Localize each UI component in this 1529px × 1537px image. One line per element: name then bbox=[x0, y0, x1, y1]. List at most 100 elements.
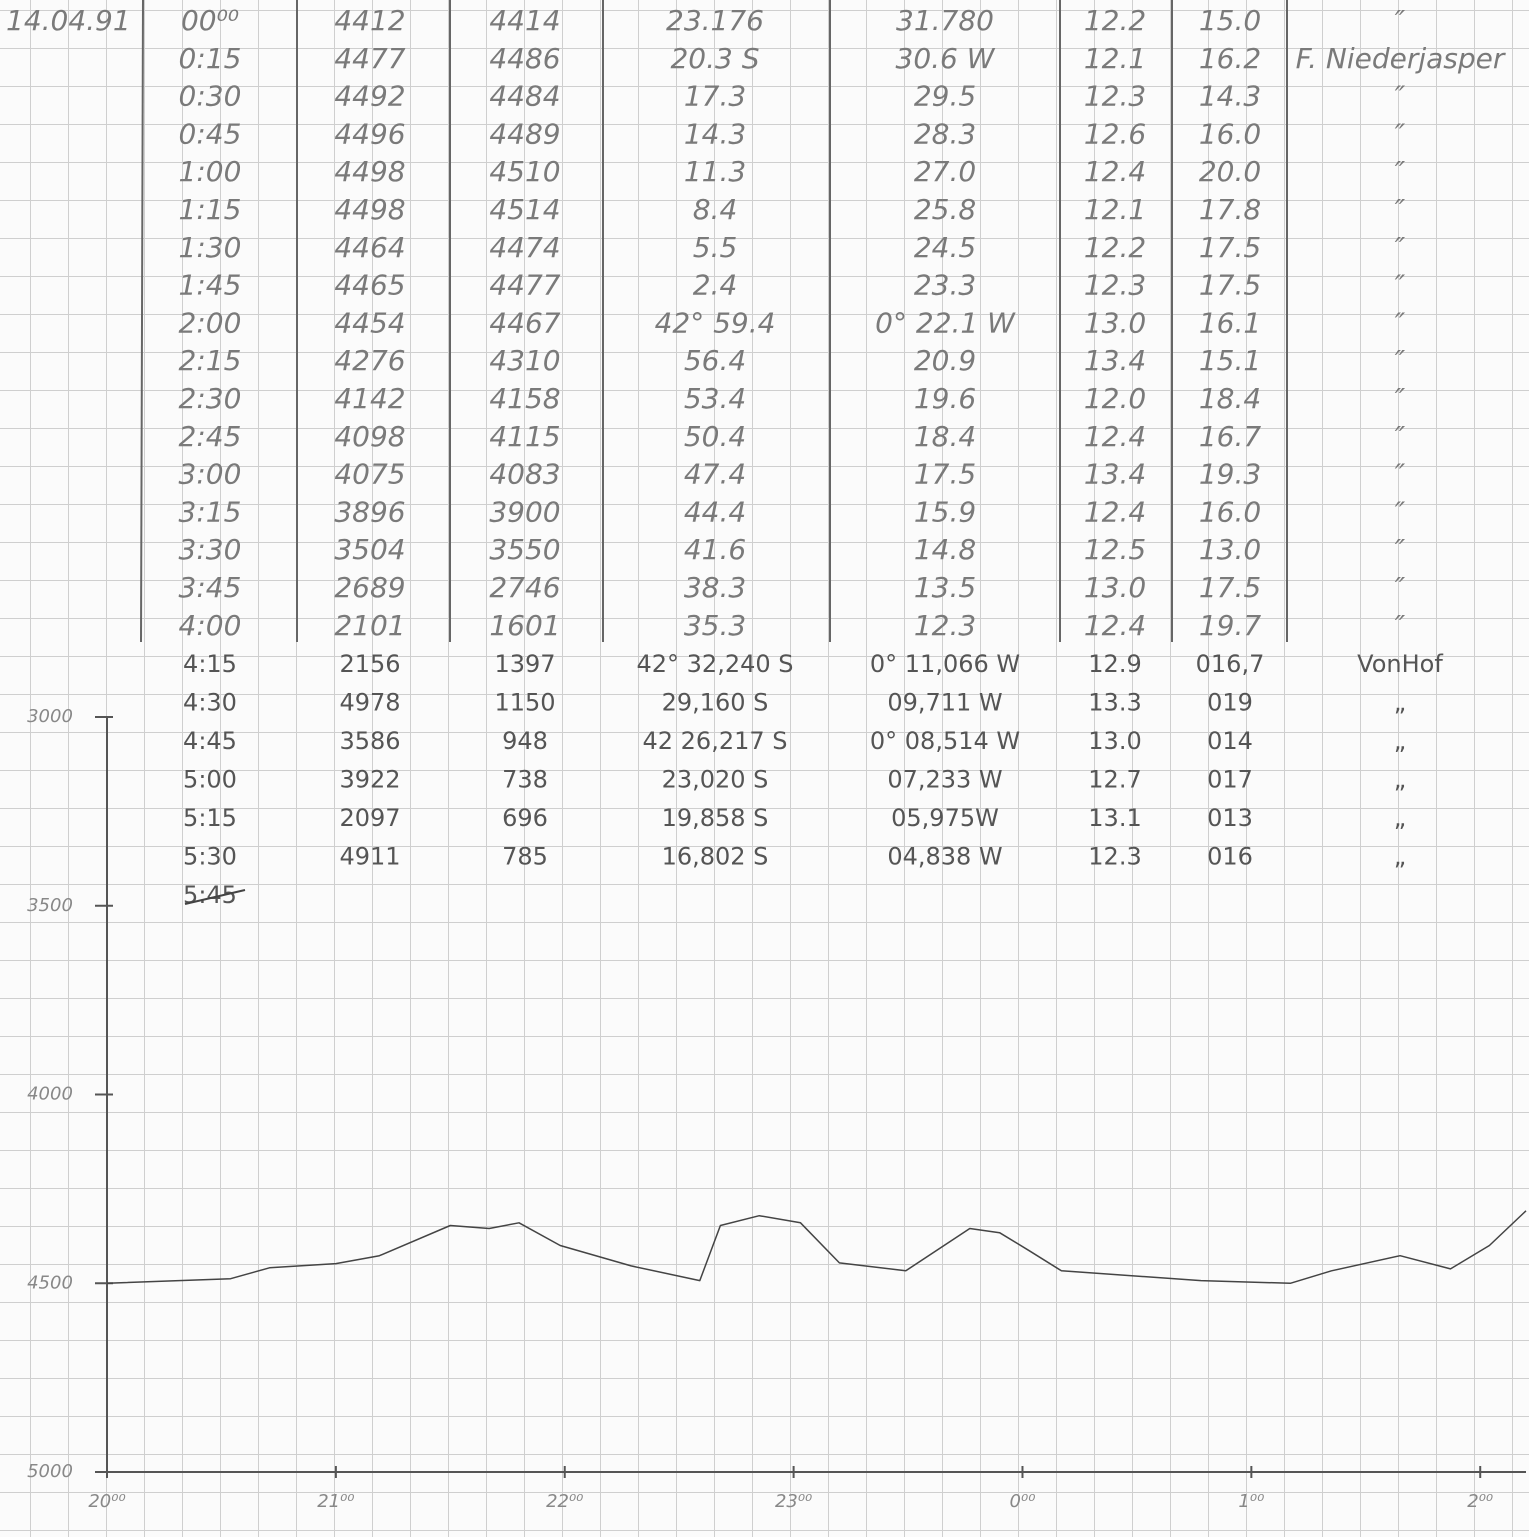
value-a: 12.2 bbox=[1084, 231, 1146, 264]
depth-2: 738 bbox=[502, 766, 548, 794]
longitude: 05,975W bbox=[891, 804, 999, 832]
value-b: 016 bbox=[1207, 843, 1253, 871]
longitude: 12.3 bbox=[914, 609, 976, 642]
depth-1: 3586 bbox=[339, 727, 400, 755]
latitude: 53.4 bbox=[684, 382, 746, 415]
longitude: 20.9 bbox=[914, 344, 976, 377]
time: 1:30 bbox=[179, 231, 242, 264]
longitude: 27.0 bbox=[914, 155, 976, 188]
note: ″ bbox=[1395, 231, 1406, 264]
depth-1: 3504 bbox=[334, 533, 405, 566]
log-date: 14.04.91 bbox=[6, 4, 131, 37]
value-a: 13.0 bbox=[1088, 727, 1141, 755]
note: ″ bbox=[1395, 80, 1406, 113]
value-a: 12.2 bbox=[1084, 4, 1146, 37]
depth-2: 4115 bbox=[489, 420, 560, 453]
longitude: 19.6 bbox=[914, 382, 976, 415]
depth-1: 4498 bbox=[334, 193, 405, 226]
time: 3:15 bbox=[179, 495, 242, 528]
longitude: 17.5 bbox=[914, 458, 976, 491]
longitude: 0° 22.1 W bbox=[875, 306, 1016, 339]
value-b: 16.0 bbox=[1199, 117, 1261, 150]
time: 2:30 bbox=[179, 382, 242, 415]
depth-1: 4098 bbox=[334, 420, 405, 453]
value-b: 17.5 bbox=[1199, 231, 1261, 264]
depth-2: 3550 bbox=[489, 533, 560, 566]
note: „ bbox=[1394, 766, 1406, 794]
note: ″ bbox=[1395, 117, 1406, 150]
depth-1: 3896 bbox=[334, 495, 405, 528]
note: ″ bbox=[1395, 609, 1406, 642]
table-rules bbox=[140, 0, 1288, 643]
value-b: 17.5 bbox=[1199, 571, 1261, 604]
depth-2: 4467 bbox=[489, 306, 560, 339]
depth-1: 4978 bbox=[339, 689, 400, 717]
time: 4:00 bbox=[179, 609, 242, 642]
depth-1: 4276 bbox=[334, 344, 405, 377]
time: 5:00 bbox=[183, 766, 237, 794]
longitude: 29.5 bbox=[914, 80, 976, 113]
value-a: 12.4 bbox=[1084, 609, 1146, 642]
value-b: 15.1 bbox=[1199, 344, 1261, 377]
x-tick-label: 1⁰⁰ bbox=[1238, 1491, 1264, 1512]
longitude: 15.9 bbox=[914, 495, 976, 528]
note: VonHof bbox=[1357, 650, 1443, 678]
latitude: 42° 59.4 bbox=[655, 306, 776, 339]
x-tick-label: 2⁰⁰ bbox=[1467, 1491, 1493, 1512]
depth-1: 4911 bbox=[339, 843, 400, 871]
x-tick-label: 21⁰⁰ bbox=[317, 1491, 354, 1512]
latitude: 23,020 S bbox=[662, 766, 769, 794]
latitude: 29,160 S bbox=[662, 689, 769, 717]
note: „ bbox=[1394, 689, 1406, 717]
value-a: 12.4 bbox=[1084, 420, 1146, 453]
value-a: 12.1 bbox=[1084, 42, 1146, 75]
depth-2: 1397 bbox=[494, 650, 555, 678]
note: ″ bbox=[1395, 344, 1406, 377]
longitude: 30.6 W bbox=[896, 42, 996, 75]
y-tick-label: 3500 bbox=[27, 895, 73, 916]
value-b: 014 bbox=[1207, 727, 1253, 755]
value-a: 12.4 bbox=[1084, 155, 1146, 188]
depth-2: 4474 bbox=[489, 231, 560, 264]
time: 4:45 bbox=[183, 727, 237, 755]
value-b: 13.0 bbox=[1199, 533, 1261, 566]
latitude: 47.4 bbox=[684, 458, 746, 491]
latitude: 20.3 S bbox=[670, 42, 759, 75]
time: 1:00 bbox=[179, 155, 242, 188]
depth-2: 4083 bbox=[489, 458, 560, 491]
longitude: 31.780 bbox=[896, 4, 994, 37]
depth-2: 4310 bbox=[489, 344, 560, 377]
longitude: 14.8 bbox=[914, 533, 976, 566]
latitude: 38.3 bbox=[684, 571, 746, 604]
note: ″ bbox=[1395, 306, 1406, 339]
latitude: 56.4 bbox=[684, 344, 746, 377]
value-b: 16.2 bbox=[1199, 42, 1261, 75]
latitude: 42° 32,240 S bbox=[636, 650, 793, 678]
depth-1: 2101 bbox=[334, 609, 405, 642]
latitude: 41.6 bbox=[684, 533, 746, 566]
latitude: 44.4 bbox=[684, 495, 746, 528]
note: „ bbox=[1394, 727, 1406, 755]
time: 3:30 bbox=[179, 533, 242, 566]
depth-1: 4492 bbox=[334, 80, 405, 113]
depth-2: 4486 bbox=[489, 42, 560, 75]
value-b: 16.7 bbox=[1199, 420, 1262, 453]
value-b: 15.0 bbox=[1199, 4, 1261, 37]
latitude: 8.4 bbox=[693, 193, 738, 226]
value-b: 016,7 bbox=[1196, 650, 1265, 678]
time: 0:45 bbox=[179, 117, 242, 150]
time: 4:30 bbox=[183, 689, 237, 717]
value-a: 12.0 bbox=[1084, 382, 1146, 415]
time: 2:45 bbox=[179, 420, 242, 453]
time: 0:15 bbox=[179, 42, 242, 75]
depth-1: 4464 bbox=[334, 231, 405, 264]
latitude: 5.5 bbox=[693, 231, 738, 264]
value-b: 17.8 bbox=[1199, 193, 1261, 226]
depth-1: 4498 bbox=[334, 155, 405, 188]
value-a: 13.3 bbox=[1088, 689, 1141, 717]
depth-1: 4142 bbox=[334, 382, 405, 415]
strike-through bbox=[184, 889, 246, 905]
note: ″ bbox=[1395, 4, 1406, 37]
